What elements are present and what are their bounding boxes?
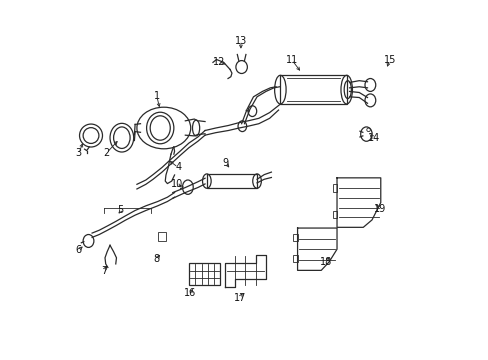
Text: 10: 10 [171, 179, 183, 189]
Text: 6: 6 [76, 245, 81, 255]
Text: 15: 15 [383, 55, 395, 65]
Text: 9: 9 [223, 158, 228, 168]
Text: 8: 8 [153, 254, 160, 264]
Text: 19: 19 [373, 204, 386, 215]
Text: 2: 2 [103, 148, 109, 158]
Text: 5: 5 [118, 206, 123, 216]
Text: 14: 14 [367, 133, 380, 143]
Text: 4: 4 [175, 162, 181, 172]
Bar [332, 184, 336, 192]
Bar [293, 255, 297, 262]
Bar [280, 75, 346, 104]
Text: 18: 18 [320, 257, 332, 267]
Text: 16: 16 [183, 288, 196, 298]
Text: 12: 12 [212, 57, 224, 67]
Text: 11: 11 [285, 55, 297, 65]
Bar [293, 234, 297, 241]
Text: 3: 3 [76, 148, 81, 158]
Text: 7: 7 [101, 266, 107, 276]
Bar [206, 174, 257, 188]
Text: 17: 17 [234, 293, 246, 303]
Bar [332, 211, 336, 219]
Text: 13: 13 [234, 36, 246, 46]
Text: 1: 1 [153, 91, 160, 101]
Bar [158, 232, 166, 241]
Bar [188, 263, 220, 285]
